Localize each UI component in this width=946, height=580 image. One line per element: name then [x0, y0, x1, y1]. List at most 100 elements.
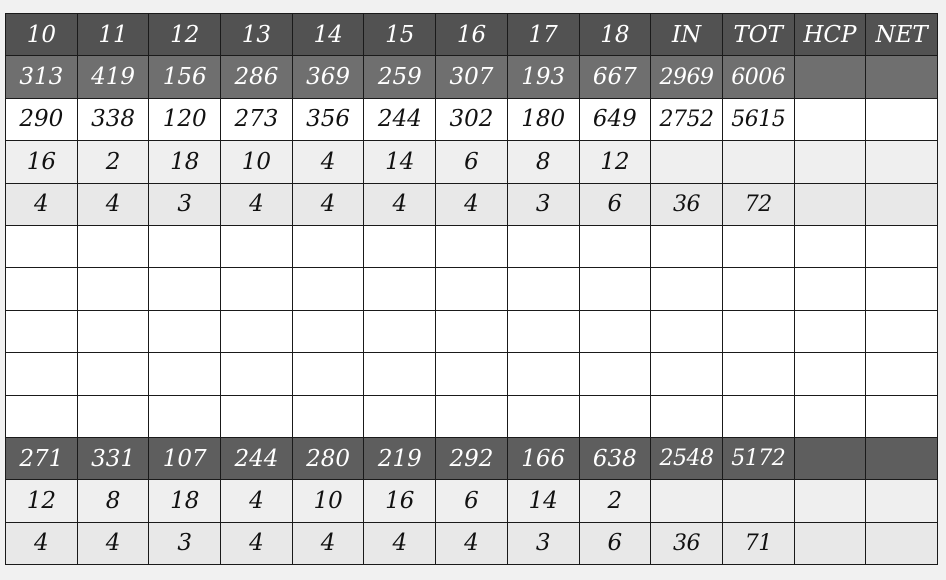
handicap-men-cell: 16	[5, 140, 78, 184]
score-entry-cell[interactable]	[865, 309, 938, 354]
handicap-women-cell[interactable]	[793, 479, 867, 523]
score-entry-cell[interactable]	[435, 352, 508, 396]
handicap-men-cell: 18	[148, 140, 222, 184]
score-entry-cell[interactable]	[76, 352, 150, 396]
score-entry-cell[interactable]	[721, 309, 795, 354]
score-entry-cell[interactable]	[220, 309, 293, 354]
handicap-women-cell: 12	[5, 479, 78, 523]
par-women-cell: 4	[76, 521, 150, 566]
score-entry-cell[interactable]	[793, 267, 867, 311]
score-entry-cell[interactable]	[506, 267, 580, 311]
score-entry-cell[interactable]	[578, 352, 652, 396]
score-entry-cell[interactable]	[793, 352, 867, 396]
par-men-row: 4 4 3 4 4 4 4 3 6 36 72	[5, 182, 938, 226]
score-entry-cell[interactable]	[363, 394, 437, 438]
par-women-cell: 71	[721, 521, 795, 566]
score-entry-cell[interactable]	[650, 394, 723, 438]
score-entry-cell[interactable]	[650, 224, 723, 269]
score-entry-cell[interactable]	[148, 352, 222, 396]
score-entry-cell[interactable]	[148, 267, 222, 311]
handicap-men-cell[interactable]	[793, 140, 867, 184]
par-men-cell[interactable]	[865, 182, 938, 226]
score-entry-cell[interactable]	[650, 267, 723, 311]
score-entry-cell[interactable]	[435, 267, 508, 311]
score-entry-cell[interactable]	[363, 267, 437, 311]
score-entry-cell[interactable]	[148, 309, 222, 354]
yardage-middle-tees-cell[interactable]	[793, 97, 867, 142]
score-entry-cell[interactable]	[291, 309, 365, 354]
score-entry-cell[interactable]	[435, 309, 508, 354]
handicap-women-cell: 8	[76, 479, 150, 523]
yardage-middle-tees-cell: 273	[220, 97, 293, 142]
score-entry-cell[interactable]	[793, 309, 867, 354]
score-entry-cell[interactable]	[5, 224, 78, 269]
score-entry-cell[interactable]	[793, 394, 867, 438]
score-entry-cell[interactable]	[291, 394, 365, 438]
yardage-back-tees-cell[interactable]	[865, 55, 938, 99]
score-entry-cell[interactable]	[5, 394, 78, 438]
score-entry-cell[interactable]	[865, 267, 938, 311]
score-entry-cell[interactable]	[5, 309, 78, 354]
yardage-back-tees-cell[interactable]	[793, 55, 867, 99]
handicap-men-cell: 2	[76, 140, 150, 184]
handicap-women-cell[interactable]	[865, 479, 938, 523]
score-entry-cell[interactable]	[220, 394, 293, 438]
score-entry-cell[interactable]	[5, 352, 78, 396]
par-women-cell[interactable]	[793, 521, 867, 566]
score-entry-cell[interactable]	[721, 352, 795, 396]
handicap-men-cell: 12	[578, 140, 652, 184]
score-entry-cell[interactable]	[363, 352, 437, 396]
score-entry-cell[interactable]	[5, 267, 78, 311]
yardage-middle-tees-cell: 244	[363, 97, 437, 142]
par-men-cell: 4	[363, 182, 437, 226]
yardage-back-tees-cell: 156	[148, 55, 222, 99]
par-women-cell[interactable]	[865, 521, 938, 566]
score-entry-cell[interactable]	[506, 394, 580, 438]
score-entry-cell[interactable]	[578, 224, 652, 269]
par-men-cell[interactable]	[793, 182, 867, 226]
score-entry-cell[interactable]	[363, 309, 437, 354]
handicap-men-cell[interactable]	[865, 140, 938, 184]
par-women-row: 4 4 3 4 4 4 4 3 6 36 71	[5, 521, 938, 566]
score-entry-cell[interactable]	[76, 267, 150, 311]
score-entry-cell[interactable]	[578, 267, 652, 311]
score-entry-cell[interactable]	[76, 224, 150, 269]
par-men-cell: 4	[220, 182, 293, 226]
score-entry-cell[interactable]	[220, 352, 293, 396]
par-women-cell: 4	[435, 521, 508, 566]
handicap-men-cell: 8	[506, 140, 580, 184]
score-entry-cell[interactable]	[76, 309, 150, 354]
score-entry-cell[interactable]	[220, 267, 293, 311]
score-entry-cell[interactable]	[578, 309, 652, 354]
yardage-back-tees-cell: 419	[76, 55, 150, 99]
score-entry-cell[interactable]	[865, 224, 938, 269]
handicap-women-cell	[650, 479, 723, 523]
score-entry-cell[interactable]	[435, 224, 508, 269]
score-entry-cell[interactable]	[721, 394, 795, 438]
score-entry-cell[interactable]	[148, 224, 222, 269]
score-entry-cell[interactable]	[291, 224, 365, 269]
score-entry-cell[interactable]	[291, 267, 365, 311]
score-entry-cell[interactable]	[220, 224, 293, 269]
par-men-cell: 72	[721, 182, 795, 226]
score-entry-cell[interactable]	[506, 309, 580, 354]
yardage-forward-tees-cell[interactable]	[865, 436, 938, 481]
score-entry-cell[interactable]	[506, 224, 580, 269]
score-entry-cell[interactable]	[435, 394, 508, 438]
score-entry-cell[interactable]	[865, 394, 938, 438]
yardage-middle-tees-cell[interactable]	[865, 97, 938, 142]
yardage-forward-tees-cell[interactable]	[793, 436, 867, 481]
score-entry-cell[interactable]	[865, 352, 938, 396]
score-entry-cell[interactable]	[721, 224, 795, 269]
score-entry-cell[interactable]	[793, 224, 867, 269]
score-entry-cell[interactable]	[363, 224, 437, 269]
yardage-forward-tees-cell: 271	[5, 436, 78, 481]
score-entry-cell[interactable]	[721, 267, 795, 311]
score-entry-cell[interactable]	[650, 352, 723, 396]
score-entry-cell[interactable]	[578, 394, 652, 438]
score-entry-cell[interactable]	[650, 309, 723, 354]
score-entry-cell[interactable]	[76, 394, 150, 438]
score-entry-cell[interactable]	[148, 394, 222, 438]
score-entry-cell[interactable]	[506, 352, 580, 396]
score-entry-cell[interactable]	[291, 352, 365, 396]
